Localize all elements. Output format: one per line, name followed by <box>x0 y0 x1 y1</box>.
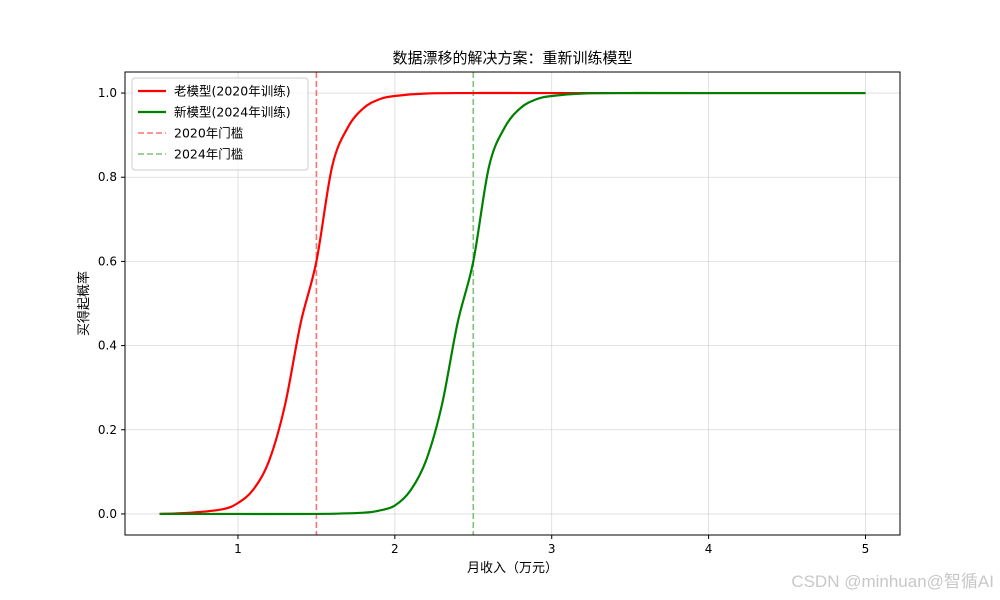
x-tick-label: 2 <box>391 542 399 556</box>
x-tick-label: 1 <box>234 542 242 556</box>
x-axis-label: 月收入（万元） <box>467 561 558 576</box>
series-lines <box>159 91 866 516</box>
threshold-lines <box>315 72 475 535</box>
chart-title: 数据漂移的解决方案：重新训练模型 <box>392 49 632 67</box>
axis-ticks: 1 2 3 4 5 0.0 0.2 0.4 0.6 0.8 1.0 <box>98 86 869 556</box>
series-line <box>159 91 866 516</box>
legend-box <box>131 77 309 171</box>
y-tick-label: 0.0 <box>98 507 117 521</box>
y-tick-label: 0.4 <box>98 339 117 353</box>
y-tick-label: 0.8 <box>98 170 117 184</box>
y-tick-label: 0.6 <box>98 254 117 268</box>
legend-label: 2020年门槛 <box>174 126 243 141</box>
series-line <box>159 91 866 516</box>
y-tick-label: 0.2 <box>98 423 117 437</box>
x-tick-label: 4 <box>705 542 713 556</box>
y-tick-label: 1.0 <box>98 86 117 100</box>
watermark: CSDN @minhuan@智循AI <box>791 572 994 591</box>
x-tick-label: 5 <box>862 542 870 556</box>
legend-label: 新模型(2024年训练) <box>174 105 291 120</box>
y-axis-label: 买得起概率 <box>76 271 92 336</box>
legend-label: 2024年门槛 <box>174 147 243 162</box>
plot-area-frame <box>124 71 901 536</box>
x-tick-label: 3 <box>548 542 556 556</box>
legend: 老模型(2020年训练) 新模型(2024年训练) 2020年门槛 2024年门槛 <box>131 77 309 171</box>
legend-label: 老模型(2020年训练) <box>174 84 291 99</box>
